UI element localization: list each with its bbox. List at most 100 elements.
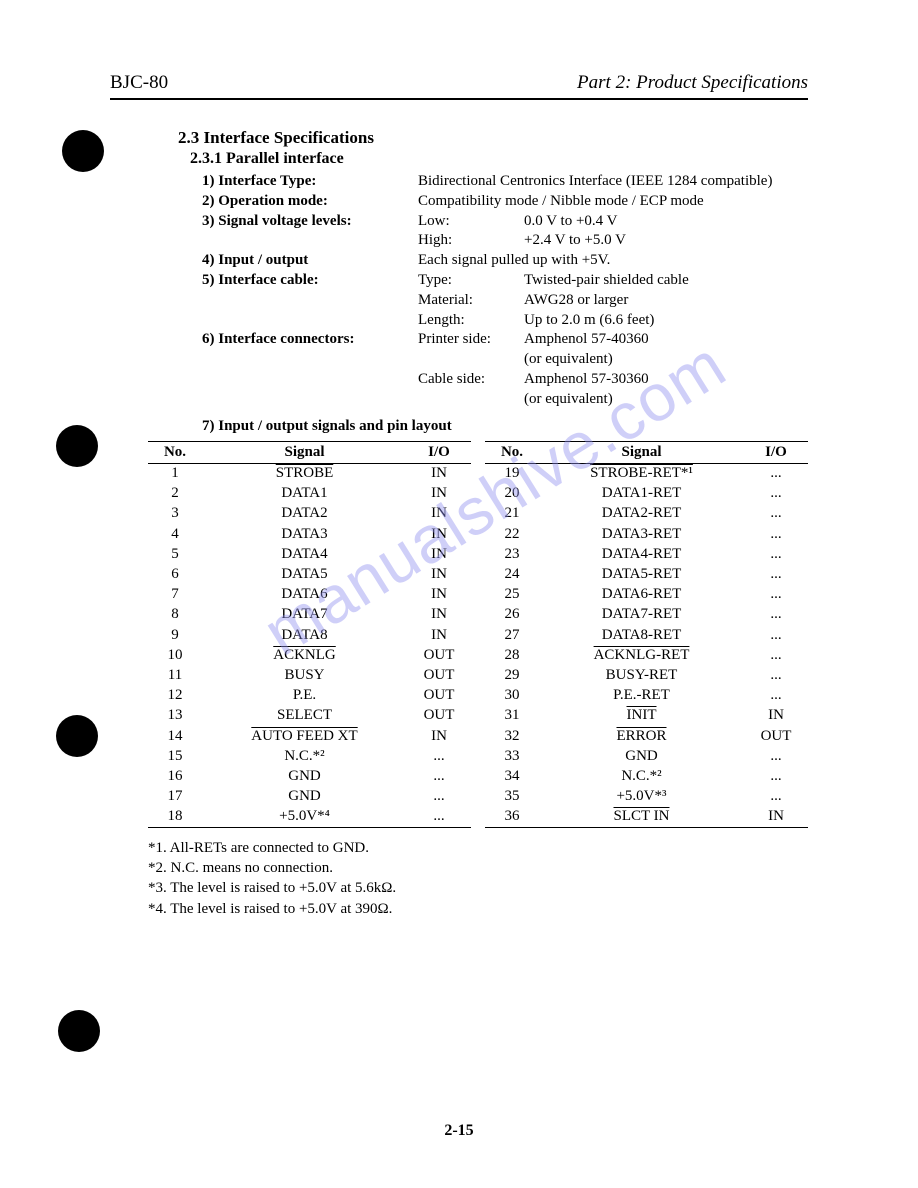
cell-pin-no: 25	[485, 585, 539, 605]
footnotes: *1. All-RETs are connected to GND. *2. N…	[148, 838, 808, 919]
cell-io: IN	[744, 807, 808, 828]
cell-io: IN	[407, 565, 471, 585]
spec-subval: Amphenol 57-30360	[524, 370, 808, 390]
cell-pin-no: 31	[485, 706, 539, 726]
table-row: 24DATA5-RET...	[485, 565, 808, 585]
cell-pin-no: 10	[148, 645, 202, 665]
col-header-io: I/O	[407, 441, 471, 463]
cell-pin-no: 1	[148, 463, 202, 484]
cell-io: ...	[744, 625, 808, 645]
cell-pin-no: 26	[485, 605, 539, 625]
cell-io: OUT	[407, 686, 471, 706]
punch-hole-dot	[56, 425, 98, 467]
table-row: 8DATA7IN	[148, 605, 471, 625]
spec-subkey: Length:	[418, 311, 524, 331]
cell-signal: DATA3	[202, 524, 407, 544]
spec-subval: +2.4 V to +5.0 V	[524, 231, 808, 251]
spec-subkey: Low:	[418, 212, 524, 232]
cell-pin-no: 15	[148, 746, 202, 766]
cell-pin-no: 4	[148, 524, 202, 544]
cell-pin-no: 16	[148, 766, 202, 786]
footnote: *1. All-RETs are connected to GND.	[148, 838, 808, 858]
cell-pin-no: 17	[148, 787, 202, 807]
cell-io: ...	[744, 645, 808, 665]
page-number: 2-15	[444, 1122, 473, 1140]
cell-pin-no: 2	[148, 484, 202, 504]
cell-pin-no: 33	[485, 746, 539, 766]
cell-signal: BUSY	[202, 665, 407, 685]
spec-subval: Twisted-pair shielded cable	[524, 271, 808, 291]
cell-signal: +5.0V*⁴	[202, 807, 407, 828]
spec-value: Bidirectional Centronics Interface (IEEE…	[418, 172, 808, 192]
table-row: 22DATA3-RET...	[485, 524, 808, 544]
table-row: 6DATA5IN	[148, 565, 471, 585]
cell-io: IN	[407, 463, 471, 484]
table-row: 9DATA8IN	[148, 625, 471, 645]
cell-pin-no: 3	[148, 504, 202, 524]
table-row: 4DATA3IN	[148, 524, 471, 544]
spec-subval: Amphenol 57-40360	[524, 330, 808, 350]
cell-signal: AUTO FEED XT	[202, 726, 407, 746]
spec-label: 4) Input / output	[202, 251, 418, 271]
col-header-no: No.	[485, 441, 539, 463]
cell-signal: +5.0V*³	[539, 787, 744, 807]
cell-io: IN	[407, 605, 471, 625]
cell-signal: DATA1	[202, 484, 407, 504]
cell-signal: N.C.*²	[539, 766, 744, 786]
spec-label: 1) Interface Type:	[202, 172, 418, 192]
table-row: 25DATA6-RET...	[485, 585, 808, 605]
spec-label: 7) Input / output signals and pin layout	[178, 418, 808, 435]
cell-pin-no: 18	[148, 807, 202, 828]
spec-label: 6) Interface connectors:	[202, 330, 418, 409]
doc-model: BJC-80	[110, 72, 168, 94]
cell-signal: ACKNLG-RET	[539, 645, 744, 665]
table-row: 19STROBE-RET*¹...	[485, 463, 808, 484]
cell-signal: GND	[202, 766, 407, 786]
cell-pin-no: 23	[485, 544, 539, 564]
cell-io: ...	[744, 605, 808, 625]
table-row: 33GND...	[485, 746, 808, 766]
cell-io: ...	[744, 746, 808, 766]
cell-signal: SELECT	[202, 706, 407, 726]
cell-pin-no: 36	[485, 807, 539, 828]
cell-io: OUT	[407, 665, 471, 685]
cell-signal: ERROR	[539, 726, 744, 746]
cell-signal: DATA5	[202, 565, 407, 585]
cell-io: IN	[744, 706, 808, 726]
cell-pin-no: 34	[485, 766, 539, 786]
cell-signal: DATA4	[202, 544, 407, 564]
cell-pin-no: 22	[485, 524, 539, 544]
spec-subkey: Type:	[418, 271, 524, 291]
spec-subkey: High:	[418, 231, 524, 251]
table-row: 13SELECTOUT	[148, 706, 471, 726]
cell-signal: P.E.-RET	[539, 686, 744, 706]
cell-io: ...	[744, 686, 808, 706]
cell-io: ...	[744, 665, 808, 685]
cell-signal: DATA1-RET	[539, 484, 744, 504]
cell-pin-no: 12	[148, 686, 202, 706]
table-row: 36SLCT ININ	[485, 807, 808, 828]
table-row: 5DATA4IN	[148, 544, 471, 564]
table-row: 31INITIN	[485, 706, 808, 726]
cell-io: ...	[744, 585, 808, 605]
cell-pin-no: 7	[148, 585, 202, 605]
spec-list: 1) Interface Type: Bidirectional Centron…	[178, 172, 808, 410]
spec-subval: 0.0 V to +0.4 V	[524, 212, 808, 232]
cell-signal: INIT	[539, 706, 744, 726]
table-row: 27DATA8-RET...	[485, 625, 808, 645]
cell-signal: DATA4-RET	[539, 544, 744, 564]
cell-pin-no: 5	[148, 544, 202, 564]
spec-subval: (or equivalent)	[524, 390, 808, 410]
cell-pin-no: 24	[485, 565, 539, 585]
table-row: 16GND...	[148, 766, 471, 786]
cell-io: OUT	[407, 645, 471, 665]
pin-table-left: No. Signal I/O 1STROBEIN2DATA1IN3DATA2IN…	[148, 441, 471, 828]
cell-io: ...	[407, 766, 471, 786]
cell-pin-no: 20	[485, 484, 539, 504]
cell-signal: DATA2-RET	[539, 504, 744, 524]
col-header-signal: Signal	[202, 441, 407, 463]
table-row: 15N.C.*²...	[148, 746, 471, 766]
cell-pin-no: 11	[148, 665, 202, 685]
cell-io: ...	[744, 484, 808, 504]
spec-label: 2) Operation mode:	[202, 192, 418, 212]
